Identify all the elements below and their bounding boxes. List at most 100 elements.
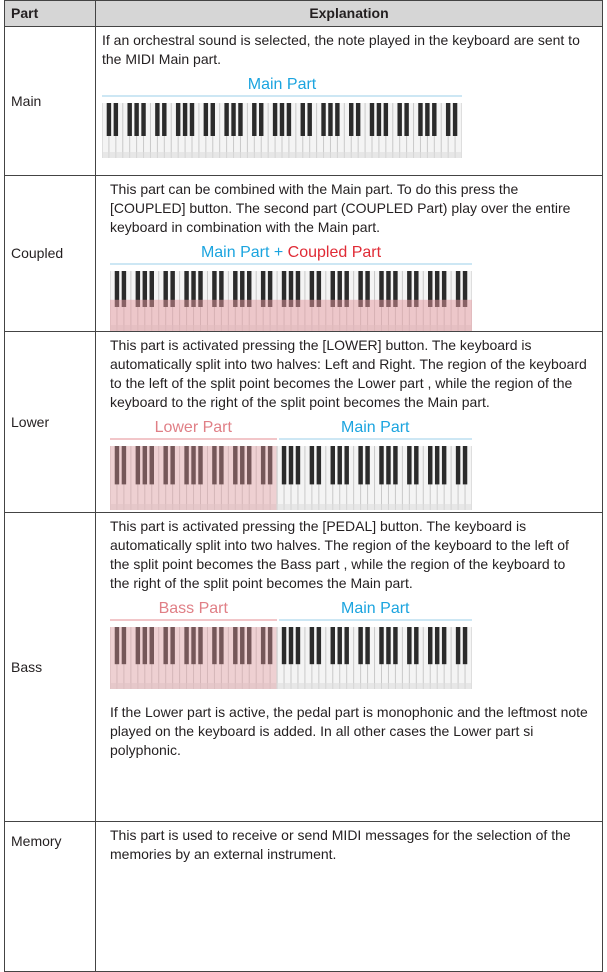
black-key — [434, 627, 440, 665]
black-key — [182, 103, 188, 136]
black-key — [106, 103, 112, 136]
black-key — [189, 103, 195, 136]
paragraph: This part is activated pressing the [LOW… — [110, 337, 587, 410]
black-key — [295, 627, 301, 665]
part-label: Coupled Part — [287, 244, 382, 261]
black-key — [330, 446, 335, 485]
black-key — [198, 627, 203, 665]
black-key — [267, 271, 273, 307]
black-key — [149, 271, 154, 307]
header-row: Part Explanation — [4, 0, 603, 27]
part-overlay — [110, 446, 277, 510]
table-row: Coupled This part can be combined with th… — [4, 175, 603, 332]
black-key — [337, 271, 342, 307]
black-key — [358, 627, 363, 665]
part-label: Main Part — [102, 75, 462, 97]
black-key — [219, 627, 224, 665]
table-row: Main If an orchestral sound is selected, … — [4, 26, 603, 176]
black-key — [330, 627, 335, 665]
black-key — [142, 271, 148, 307]
black-key — [210, 103, 215, 136]
paragraph: If the Lower part is active, the pedal p… — [110, 704, 588, 758]
part-name: Main — [4, 26, 96, 176]
header-explanation: Explanation — [95, 0, 603, 27]
part-label: Lower Part — [110, 418, 277, 440]
black-key — [316, 627, 322, 665]
black-key — [397, 103, 402, 136]
keyboard — [110, 271, 472, 331]
black-key — [418, 103, 423, 136]
black-key — [365, 446, 370, 485]
black-key — [337, 446, 342, 485]
black-key — [163, 271, 168, 307]
black-key — [260, 627, 266, 665]
part-label: Main Part — [278, 599, 472, 621]
black-key — [219, 446, 224, 485]
black-key — [335, 103, 340, 136]
black-key — [309, 446, 315, 485]
black-key — [121, 627, 127, 665]
black-key — [355, 103, 361, 136]
black-key — [379, 446, 384, 485]
part-overlay — [110, 299, 472, 331]
part-overlay — [110, 627, 277, 689]
black-key — [127, 103, 132, 136]
black-key — [114, 627, 120, 665]
black-key — [142, 627, 148, 665]
black-key — [279, 103, 285, 136]
black-key — [184, 446, 189, 485]
black-key — [163, 446, 168, 485]
black-key — [365, 627, 370, 665]
keyboard-shadow — [102, 152, 462, 158]
part-labels: Main Part + Coupled Part — [110, 243, 472, 265]
black-key — [369, 103, 375, 136]
black-key — [142, 446, 148, 485]
black-key — [121, 271, 127, 307]
black-key — [247, 271, 252, 307]
black-key — [135, 271, 141, 307]
black-key — [260, 446, 266, 485]
part-name: Coupled — [4, 175, 96, 332]
black-key — [288, 271, 294, 307]
black-key — [344, 627, 349, 665]
black-key — [260, 271, 266, 307]
black-key — [349, 103, 354, 136]
black-key — [393, 271, 398, 307]
header-part: Part — [4, 0, 96, 27]
black-key — [170, 271, 175, 307]
black-key — [383, 103, 389, 136]
black-key — [191, 627, 196, 665]
black-key — [358, 271, 363, 307]
part-label: Main Part — [278, 418, 472, 440]
black-key — [198, 446, 203, 485]
explanation: This part is used to receive or send MID… — [95, 821, 603, 972]
black-key — [267, 627, 273, 665]
part-labels: Bass Part Main Part — [110, 599, 472, 621]
keyboard-shadow — [110, 504, 472, 510]
black-key — [386, 446, 391, 485]
part-label: Main Part + — [200, 244, 288, 261]
black-key — [240, 446, 245, 485]
part-labels: Main Part — [102, 75, 462, 97]
black-key — [203, 103, 209, 136]
black-key — [462, 627, 468, 665]
black-key — [233, 271, 238, 307]
part-name: Memory — [4, 821, 96, 972]
parts-table: Part Explanation Main If an orchestral so… — [4, 0, 603, 972]
part-labels: Lower Part Main Part — [110, 418, 472, 440]
black-key — [386, 627, 391, 665]
black-key — [212, 446, 217, 485]
black-key — [247, 446, 252, 485]
black-key — [328, 103, 333, 136]
black-key — [393, 446, 398, 485]
black-key — [434, 271, 440, 307]
part-name: Lower — [4, 331, 96, 513]
black-key — [252, 103, 257, 136]
black-key — [149, 446, 154, 485]
explanation: This part can be combined with the Main … — [95, 175, 603, 332]
explanation: If an orchestral sound is selected, the … — [95, 26, 603, 176]
black-key — [386, 271, 391, 307]
keyboard — [110, 446, 472, 510]
paragraph: This part is activated pressing the [PED… — [110, 518, 569, 591]
paragraph: If an orchestral sound is selected, the … — [102, 32, 580, 67]
